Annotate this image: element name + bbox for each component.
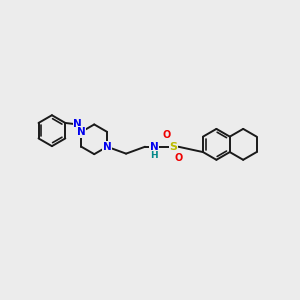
Text: N: N xyxy=(77,127,86,137)
Text: O: O xyxy=(175,153,183,163)
Text: S: S xyxy=(169,142,177,152)
Text: N: N xyxy=(103,142,112,152)
Text: H: H xyxy=(150,151,158,160)
Text: N: N xyxy=(74,119,82,129)
Text: O: O xyxy=(163,130,171,140)
Text: N: N xyxy=(150,142,158,152)
